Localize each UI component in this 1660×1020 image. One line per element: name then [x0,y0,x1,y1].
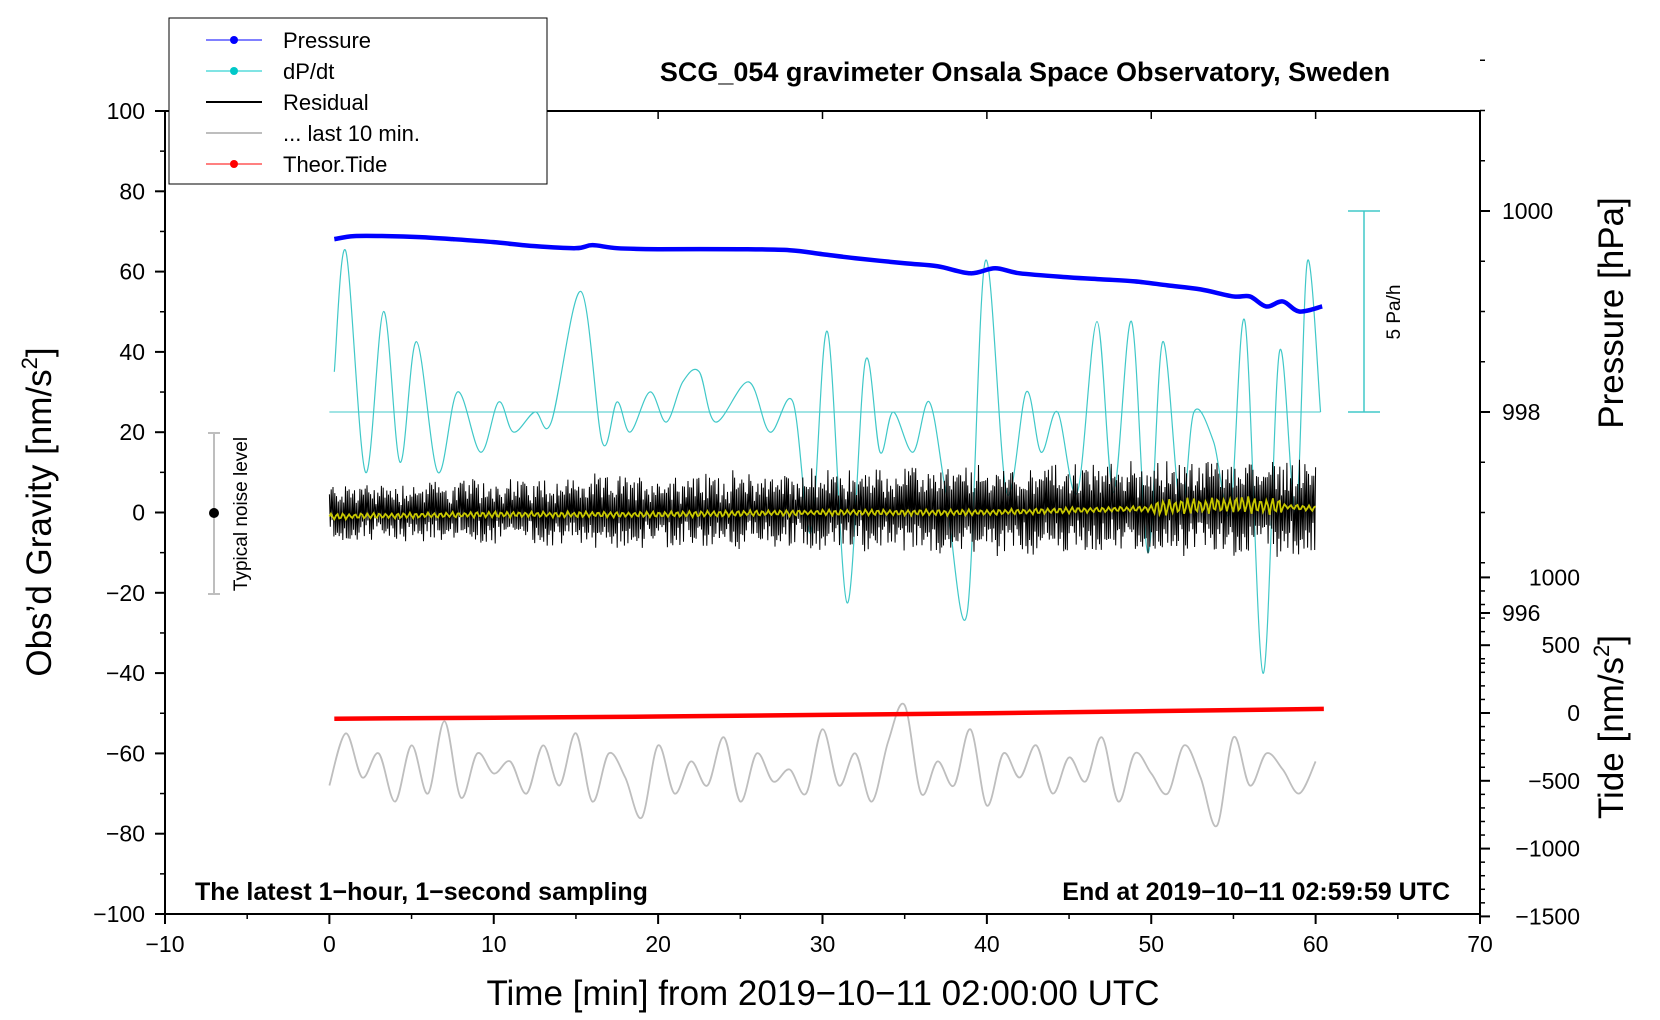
dpdt-scale-bar: 5 Pa/h [1348,210,1405,413]
tide-tick-label: −1500 [1515,903,1580,929]
footer-left-note: The latest 1−hour, 1−second sampling [195,878,648,906]
x-tick-label: 10 [481,931,507,957]
y-tick-label: −80 [106,821,145,847]
y-axis-title-left-sup: 2 [17,357,42,369]
y-tick-label: 80 [119,178,145,204]
legend-label: dP/dt [283,59,334,84]
legend-marker-0 [230,36,238,44]
x-tick-label: 30 [810,931,836,957]
legend-marker-1 [230,67,238,75]
y-axis-title-tide: Tide [nm/s2] [1589,635,1631,819]
dpdt-scale-label: 5 Pa/h [1384,285,1405,340]
last-10-min-line [328,702,1317,828]
y-axis-title-pressure: Pressure [hPa] [1592,197,1631,429]
pressure-tick-label: 1000 [1502,198,1553,224]
x-tick-label: 60 [1303,931,1329,957]
y-tick-label: 40 [119,339,145,365]
pressure-tick-label: 998 [1502,399,1540,425]
axes: −10 0 10 20 30 40 50 60 70100806040200−20−40−60−… [93,59,1580,957]
legend: Pressure dP/dt Residual ... last 10 min. The… [168,17,548,185]
x-tick-label: −10 [145,931,184,957]
y-tick-label: −60 [106,740,145,766]
y-axis-title-left-end: ] [20,347,59,357]
y-tick-label: 60 [119,259,145,285]
x-tick-label: 70 [1467,931,1493,957]
theor-tide-line [334,706,1324,721]
dpdt-line [333,249,1322,674]
y-tick-label: 20 [119,419,145,445]
tide-tick-label: 500 [1542,632,1580,658]
y-tick-label: −40 [106,660,145,686]
tide-tick-label: −1000 [1515,836,1580,862]
x-tick-label: 50 [1138,931,1164,957]
noise-indicator: Typical noise level [208,432,252,595]
noise-center-dot [209,508,219,518]
y-tick-label: 0 [132,500,145,526]
x-tick-label: 20 [645,931,671,957]
y-axis-title-left-main: Obs’d Gravity [nm/s [20,369,59,676]
tide-tick-label: 1000 [1529,564,1580,590]
x-axis-title: Time [min] from 2019−10−11 02:00:00 UTC [486,974,1159,1013]
y-axis-title-left: Obs’d Gravity [nm/s2] [17,347,59,676]
legend-marker-4 [230,160,238,168]
y-axis-title-tide-end: ] [1592,635,1631,645]
pressure-line [333,233,1323,314]
y-tick-label: −20 [106,580,145,606]
y-tick-label: 100 [107,98,145,124]
legend-label: Pressure [283,28,371,53]
tide-tick-label: 0 [1567,700,1580,726]
tide-tick-label: −500 [1528,768,1580,794]
residual-line [328,459,1317,557]
y-tick-label: −100 [93,901,145,927]
noise-label: Typical noise level [231,437,252,591]
pressure-tick-label: 996 [1502,600,1540,626]
y-axis-title-tide-sup: 2 [1589,645,1614,657]
legend-label: Theor.Tide [283,152,387,177]
data-marks [328,233,1324,828]
y-axis-title-tide-main: Tide [nm/s [1592,657,1631,819]
legend-label: Residual [283,90,369,115]
chart-title: SCG_054 gravimeter Onsala Space Observat… [660,57,1390,87]
footer-right-note: End at 2019−10−11 02:59:59 UTC [1062,878,1450,906]
residual-smoothed-line [328,495,1317,522]
x-tick-label: 40 [974,931,1000,957]
x-tick-label: 0 [323,931,336,957]
legend-label: ... last 10 min. [283,121,420,146]
